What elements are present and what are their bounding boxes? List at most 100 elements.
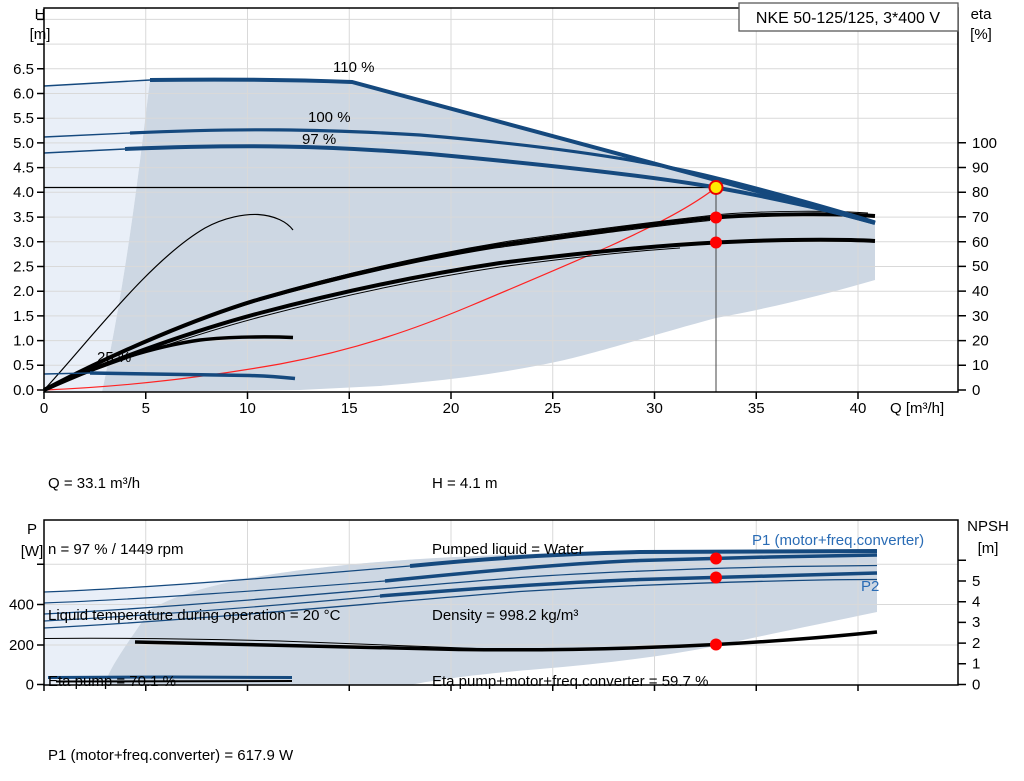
svg-text:4.0: 4.0 <box>13 184 34 201</box>
svg-text:0: 0 <box>26 677 34 694</box>
svg-text:200: 200 <box>9 637 34 654</box>
bottom-envelope-dark <box>104 551 877 685</box>
eta-tick-labels: 100 90 80 70 60 50 40 30 20 10 0 <box>972 135 997 399</box>
pump-title: NKE 50-125/125, 3*400 V <box>756 10 940 27</box>
svg-text:1.5: 1.5 <box>13 308 34 325</box>
eta-total-marker <box>710 236 722 249</box>
npsh-curve <box>134 630 878 652</box>
top-envelope-dark <box>102 80 875 392</box>
svg-text:5: 5 <box>972 573 980 590</box>
p-axis-label: P <box>27 521 37 538</box>
p1-curve-label: P1 (motor+freq.converter) <box>752 532 924 549</box>
p-axis-unit: [W] <box>21 543 44 560</box>
svg-text:5.5: 5.5 <box>13 110 34 127</box>
p1-marker <box>710 552 722 565</box>
duty-info-left: Q = 33.1 m³/h n = 97 % / 1449 rpm Liquid… <box>48 429 340 715</box>
svg-text:30: 30 <box>972 308 989 325</box>
svg-text:70: 70 <box>972 209 989 226</box>
svg-text:10: 10 <box>239 400 256 417</box>
svg-text:40: 40 <box>972 283 989 300</box>
info-eta-pump: Eta pump = 70.1 % <box>48 673 176 690</box>
eta-axis-ticks <box>958 142 966 391</box>
p2-curve <box>379 571 878 598</box>
svg-text:10: 10 <box>972 357 989 374</box>
curve-label-110: 110 % <box>333 59 374 76</box>
svg-text:4: 4 <box>972 594 980 611</box>
title-box <box>738 2 959 32</box>
p2-marker <box>710 571 722 584</box>
npsh-marker <box>710 638 722 651</box>
eta-axis-label: eta <box>971 6 993 23</box>
svg-text:2.5: 2.5 <box>13 259 34 276</box>
npsh-axis-ticks <box>958 559 966 686</box>
p1-curve <box>384 553 878 583</box>
top-envelope-light <box>44 80 150 392</box>
svg-text:5: 5 <box>142 400 150 417</box>
svg-text:35: 35 <box>748 400 765 417</box>
eta-arc-reduced-speed <box>43 213 294 391</box>
curve-97 <box>124 144 876 225</box>
info-speed: n = 97 % / 1449 rpm <box>48 541 184 558</box>
svg-text:3.5: 3.5 <box>13 209 34 226</box>
eta-total-curve <box>43 237 876 392</box>
duty-info-right: H = 4.1 m Pumped liquid = Water Density … <box>432 429 708 715</box>
svg-text:30: 30 <box>646 400 663 417</box>
eta-axis-unit: [%] <box>970 26 992 43</box>
eta-curves <box>43 210 876 392</box>
p1-max-curve <box>409 549 878 568</box>
svg-text:0: 0 <box>972 382 980 399</box>
curve-110 <box>149 77 876 225</box>
p-axis-ticks <box>37 563 44 686</box>
p-curve-25 <box>47 675 293 679</box>
eta-pump-curve <box>43 212 876 392</box>
info-liquid-temp: Liquid temperature during operation = 20… <box>48 607 341 624</box>
eta-curve-25 <box>43 335 294 392</box>
npsh-tick-labels: 5 4 3 2 1 0 <box>972 573 980 694</box>
h-tick-labels: 6.5 6.0 5.5 5.0 4.5 4.0 3.5 3.0 2.5 2.0 1.5 1.… <box>13 61 34 399</box>
svg-text:25: 25 <box>544 400 561 417</box>
q-tick-labels: 0 5 10 15 20 25 30 35 40 <box>40 400 867 417</box>
affinity-parabola <box>43 187 717 391</box>
eta-pump-marker <box>710 211 722 224</box>
q-axis-label: Q [m³/h] <box>890 400 944 417</box>
svg-text:6.5: 6.5 <box>13 61 34 78</box>
svg-text:2.0: 2.0 <box>13 283 34 300</box>
p2-curve-label: P2 <box>861 578 879 595</box>
bottom-envelope-light <box>44 559 420 685</box>
info-head: H = 4.1 m <box>432 475 498 492</box>
svg-text:4.5: 4.5 <box>13 160 34 177</box>
svg-text:40: 40 <box>850 400 867 417</box>
duty-point-marker <box>708 180 724 195</box>
h-axis-unit: [m] <box>30 26 51 43</box>
svg-text:50: 50 <box>972 258 989 275</box>
svg-text:20: 20 <box>443 400 460 417</box>
top-chart-frame <box>43 7 959 393</box>
npsh-axis-label: NPSH <box>967 518 1009 535</box>
svg-text:2: 2 <box>972 635 980 652</box>
q-axis-ticks <box>43 392 859 399</box>
power-curves <box>43 549 878 679</box>
svg-text:100: 100 <box>972 135 997 152</box>
h-axis-label: H <box>35 6 46 23</box>
curve-label-100: 100 % <box>308 109 351 126</box>
info-flow: Q = 33.1 m³/h <box>48 475 141 492</box>
p-tick-labels: 400 200 0 <box>9 597 34 694</box>
speed-curves <box>43 77 876 381</box>
npsh-curves <box>43 630 878 683</box>
svg-text:0: 0 <box>972 677 980 694</box>
info-eta-total: Eta pump+motor+freq.converter = 59.7 % <box>432 673 709 690</box>
curve-label-97: 97 % <box>302 131 336 148</box>
bottom-q-ticks <box>43 685 859 691</box>
svg-text:90: 90 <box>972 160 989 177</box>
svg-text:5.0: 5.0 <box>13 135 34 152</box>
svg-text:0: 0 <box>40 400 48 417</box>
svg-text:1: 1 <box>972 656 980 673</box>
svg-text:6.0: 6.0 <box>13 86 34 103</box>
info-pumped-liquid: Pumped liquid = Water <box>432 541 584 558</box>
svg-text:80: 80 <box>972 184 989 201</box>
svg-text:3.0: 3.0 <box>13 234 34 251</box>
svg-text:400: 400 <box>9 597 34 614</box>
svg-text:0.0: 0.0 <box>13 382 34 399</box>
